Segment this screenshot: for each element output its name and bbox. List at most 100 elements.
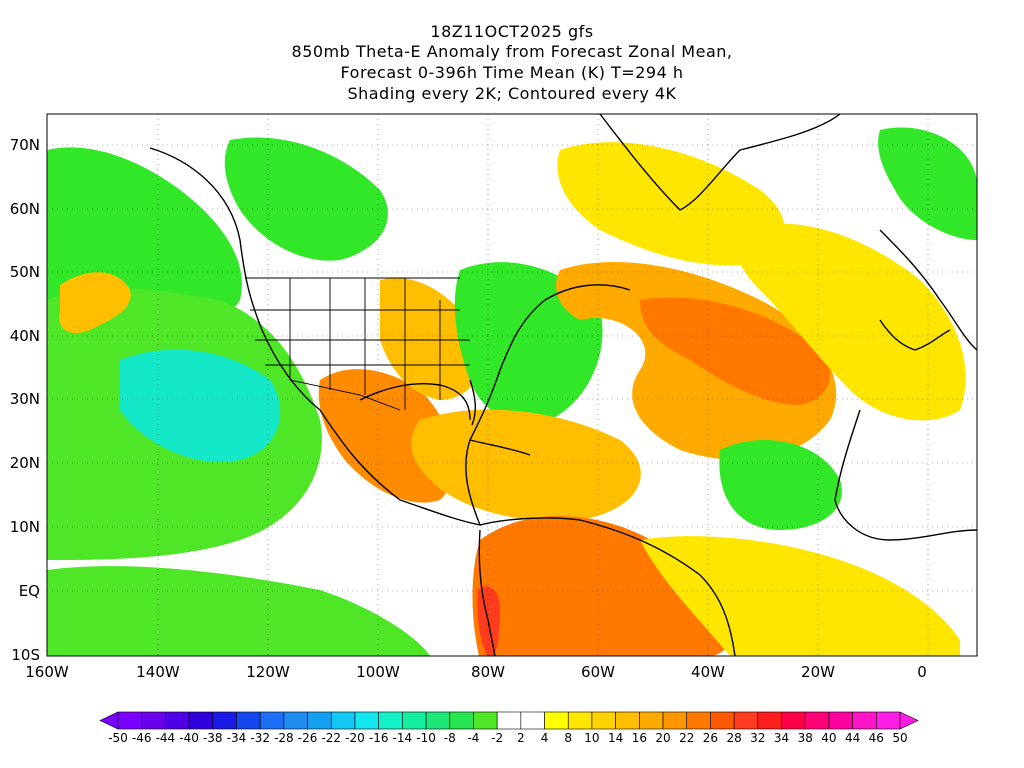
state-lines-vertical: [289, 278, 441, 410]
colorbar-label: 8: [564, 731, 572, 745]
europe-coastline: [879, 229, 977, 351]
map-plot-area: [47, 114, 977, 656]
colorbar-swatch: [354, 711, 379, 730]
colorbar-swatch: [544, 711, 569, 730]
colorbar-label: 20: [655, 731, 670, 745]
colorbar-label: -50: [108, 731, 128, 745]
colorbar-label: -26: [298, 731, 318, 745]
iberia-coastline: [879, 319, 951, 351]
us-mexico-border: [289, 379, 401, 411]
colorbar-swatch: [591, 711, 616, 730]
colorbar-label: 4: [541, 731, 549, 745]
colorbar-label: -34: [227, 731, 247, 745]
colorbar-label: -20: [345, 731, 365, 745]
pacific-warm-tongue: [59, 272, 131, 334]
graticule: [47, 114, 977, 656]
lon-label-140w: 140W: [136, 663, 180, 681]
title-line-2: 850mb Theta-E Anomaly from Forecast Zona…: [291, 42, 733, 61]
colorbar-swatch: [165, 711, 190, 730]
colorbar-swatch: [828, 711, 853, 730]
colorbar-label: 2: [517, 731, 525, 745]
colorbar-swatch: [378, 711, 403, 730]
lat-label-60n: 60N: [10, 200, 40, 218]
colorbar-low-arrow: [99, 711, 119, 730]
colorbar-swatch: [496, 711, 522, 730]
pacific-north-anomaly: [47, 147, 242, 312]
colorbar-label: 50: [892, 731, 907, 745]
colorbar-swatch: [307, 711, 332, 730]
lon-label-100w: 100W: [356, 663, 400, 681]
lat-label-30n: 30N: [10, 390, 40, 408]
colorbar-swatch: [473, 711, 498, 730]
north-america-coastline: [149, 147, 631, 526]
title-line-1: 18Z11OCT2025 gfs: [430, 22, 594, 41]
colorbar-swatch: [330, 711, 356, 730]
colorbar-label: -16: [369, 731, 389, 745]
northeast-atlantic-anomaly: [736, 223, 966, 421]
greenland-coastline: [599, 114, 841, 211]
colorbar-swatch: [733, 711, 759, 730]
lon-label-120w: 120W: [246, 663, 290, 681]
colorbar-swatch: [615, 711, 640, 730]
lat-label-eq: EQ: [19, 582, 40, 600]
colorbar-label: 34: [774, 731, 789, 745]
colorbar-label: 40: [821, 731, 836, 745]
colorbar: -50 -46 -44 -40 -38 -34 -32 -28 -26 -22 -20 -16 -14-…: [99, 711, 919, 745]
lon-label-20w: 20W: [801, 663, 835, 681]
colorbar-label: 46: [869, 731, 884, 745]
colorbar-label: 38: [798, 731, 813, 745]
colorbar-swatch: [402, 711, 427, 730]
lon-label-40w: 40W: [691, 663, 725, 681]
colorbar-label: 28: [726, 731, 741, 745]
equatorial-atlantic-anomaly: [640, 536, 960, 656]
colorbar-label: -10: [416, 731, 436, 745]
colorbar-label: 44: [845, 731, 860, 745]
lon-label-0: 0: [917, 663, 927, 681]
africa-coastline: [834, 409, 977, 541]
lon-label-60w: 60W: [581, 663, 615, 681]
scandinavia-green-anomaly: [878, 127, 977, 240]
colorbar-swatch: [757, 711, 782, 730]
title-line-3: Forecast 0-396h Time Mean (K) T=294 h: [340, 63, 684, 82]
colorbar-label: 22: [679, 731, 694, 745]
lat-label-10n: 10N: [10, 518, 40, 536]
colorbar-label: -28: [274, 731, 294, 745]
lat-label-50n: 50N: [10, 263, 40, 281]
colorbar-swatch: [141, 711, 166, 730]
colorbar-swatch: [520, 711, 545, 730]
colorbar-label: -2: [491, 731, 503, 745]
pacific-cyan-anomaly: [120, 349, 280, 462]
colorbar-label: -40: [179, 731, 199, 745]
northern-canada-green-anomaly: [224, 137, 388, 261]
colorbar-swatch: [567, 711, 593, 730]
colorbar-swatch: [449, 711, 474, 730]
colorbar-swatch: [259, 711, 285, 730]
state-lines-horizontal: [250, 309, 470, 366]
colorbar-label: -38: [203, 731, 223, 745]
east-atlantic-green-anomaly: [719, 440, 842, 530]
colorbar-swatch: [425, 711, 451, 730]
cuba-coast: [469, 439, 531, 456]
lat-label-70n: 70N: [10, 136, 40, 154]
south-america-coastline: [479, 517, 736, 656]
colorbar-swatch: [710, 711, 735, 730]
lon-label-160w: 160W: [25, 663, 69, 681]
colorbar-swatch: [212, 711, 237, 730]
colorbar-label: 16: [632, 731, 647, 745]
graticule-parallels: [47, 144, 977, 592]
latitude-axis: 70N 60N 50N 40N 30N 20N 10N EQ 10S: [10, 136, 40, 664]
colorbar-swatch: [662, 711, 688, 730]
colorbar-swatch: [852, 711, 877, 730]
colorbar-swatch: [639, 711, 664, 730]
colorbar-label: -46: [132, 731, 152, 745]
colorbar-swatch: [686, 711, 711, 730]
colorbar-label: 32: [750, 731, 765, 745]
colorbar-swatch: [188, 711, 214, 730]
colorbar-label: -44: [156, 731, 176, 745]
florida-coast: [469, 379, 477, 426]
colorbar-label: 10: [584, 731, 599, 745]
state-boundaries: [245, 277, 470, 411]
colorbar-label: -8: [444, 731, 456, 745]
colorbar-swatch: [236, 711, 261, 730]
